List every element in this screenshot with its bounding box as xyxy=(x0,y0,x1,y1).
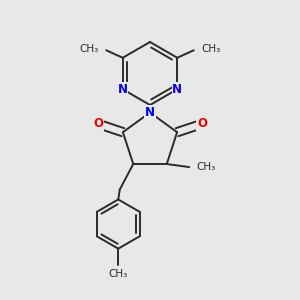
Text: O: O xyxy=(93,117,103,130)
Text: O: O xyxy=(197,117,207,130)
Text: CH₃: CH₃ xyxy=(80,44,99,54)
Text: N: N xyxy=(145,106,155,119)
Text: CH₃: CH₃ xyxy=(197,162,216,172)
Text: N: N xyxy=(118,83,128,96)
Text: N: N xyxy=(172,83,182,96)
Text: CH₃: CH₃ xyxy=(109,269,128,279)
Text: CH₃: CH₃ xyxy=(201,44,220,54)
